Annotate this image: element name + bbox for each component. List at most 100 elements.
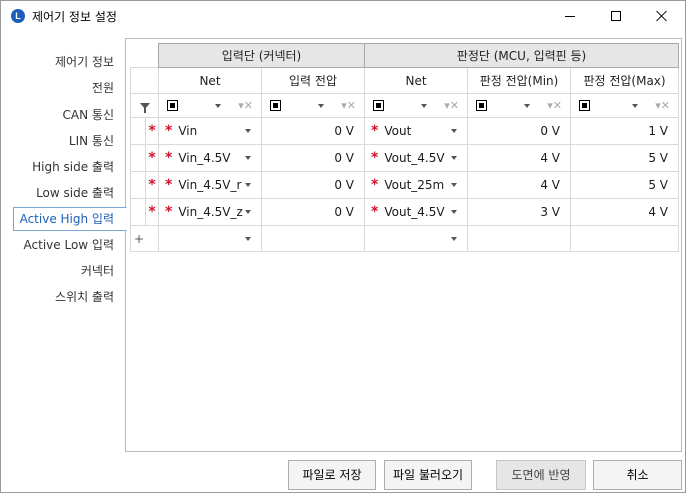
clear-filter-icon[interactable]: ▾✕: [547, 99, 563, 112]
input-voltage-cell[interactable]: 0 V: [260, 198, 366, 226]
row-indicator[interactable]: [130, 198, 146, 226]
filter-input-voltage[interactable]: ▾✕: [260, 93, 366, 118]
minimize-button[interactable]: [547, 1, 593, 31]
filter-net-out[interactable]: ▾✕: [364, 93, 469, 118]
maximize-icon: [611, 11, 621, 21]
filter-operator-icon[interactable]: [373, 100, 385, 111]
clear-filter-icon[interactable]: ▾✕: [655, 99, 671, 112]
new-row-judge-min[interactable]: [467, 225, 572, 252]
chevron-down-icon[interactable]: [451, 210, 458, 214]
net-in-cell[interactable]: * Vin_4.5V_r: [158, 171, 262, 199]
new-row-judge-max[interactable]: [570, 225, 680, 252]
column-header-net-in[interactable]: Net: [158, 67, 262, 94]
chevron-down-icon[interactable]: [421, 104, 428, 108]
sidebar-item-connector[interactable]: 커넥터: [80, 264, 114, 278]
sidebar-item-switch-output[interactable]: 스위치 출력: [54, 290, 114, 304]
judge-max-cell[interactable]: 5 V: [570, 144, 680, 172]
table-row[interactable]: * * Vin_4.5V_r 0 V * Vout_25m 4 V 5 V: [130, 171, 680, 199]
filter-row-icon-cell: [130, 93, 159, 118]
filter-operator-icon[interactable]: [270, 100, 281, 111]
sidebar-item-lin[interactable]: LIN 통신: [68, 134, 114, 148]
net-in-cell[interactable]: * Vin_4.5V: [158, 144, 262, 172]
net-in-cell[interactable]: * Vin: [158, 117, 262, 145]
net-out-cell[interactable]: * Vout_4.5V: [364, 198, 469, 226]
save-to-file-button[interactable]: 파일로 저장: [288, 460, 376, 490]
filter-judge-min[interactable]: ▾✕: [467, 93, 572, 118]
sidebar-item-high-side[interactable]: High side 출력: [32, 160, 114, 174]
table-row[interactable]: * * Vin_4.5V 0 V * Vout_4.5V 4 V 5 V: [130, 144, 680, 172]
judge-max-cell[interactable]: 4 V: [570, 198, 680, 226]
sidebar-item-active-low[interactable]: Active Low 입력: [23, 238, 114, 252]
chevron-down-icon[interactable]: [245, 237, 251, 241]
chevron-down-icon[interactable]: [524, 104, 531, 108]
filter-icon: [139, 103, 150, 113]
required-marker: *: [145, 198, 159, 226]
clear-filter-icon[interactable]: ▾✕: [341, 99, 357, 112]
judge-min-cell[interactable]: 3 V: [467, 198, 572, 226]
clear-filter-icon[interactable]: ▾✕: [238, 99, 253, 112]
group-header-input: 입력단 (커넥터): [157, 43, 366, 68]
row-indicator[interactable]: [130, 117, 146, 145]
group-header-spacer: [130, 43, 159, 68]
chevron-down-icon[interactable]: [451, 237, 458, 241]
chevron-down-icon[interactable]: [245, 156, 251, 160]
filter-operator-icon[interactable]: [476, 100, 488, 111]
group-header-judge: 판정단 (MCU, 입력핀 등): [364, 43, 680, 68]
sidebar-item-power[interactable]: 전원: [91, 81, 114, 95]
cancel-button[interactable]: 취소: [593, 460, 682, 490]
new-row-net-in[interactable]: [158, 225, 262, 252]
app-logo-icon: L: [11, 9, 25, 23]
input-voltage-cell[interactable]: 0 V: [260, 171, 366, 199]
close-icon: [656, 10, 668, 22]
io-table: 입력단 (커넥터) 판정단 (MCU, 입력핀 등) Net 입력 전압 Net…: [130, 43, 680, 252]
table-row[interactable]: * * Vin 0 V * Vout 0 V 1 V: [130, 117, 680, 145]
filter-judge-max[interactable]: ▾✕: [570, 93, 680, 118]
filter-operator-icon[interactable]: [167, 100, 178, 111]
input-voltage-cell[interactable]: 0 V: [260, 117, 366, 145]
new-row[interactable]: +: [130, 225, 680, 252]
sidebar-item-low-side[interactable]: Low side 출력: [36, 186, 114, 200]
new-row-net-out[interactable]: [364, 225, 469, 252]
judge-min-cell[interactable]: 4 V: [467, 171, 572, 199]
net-out-cell[interactable]: * Vout_4.5V: [364, 144, 469, 172]
sidebar-item-active-high[interactable]: Active High 입력: [13, 207, 127, 231]
new-row-input-voltage[interactable]: [260, 225, 366, 252]
chevron-down-icon[interactable]: [245, 210, 251, 214]
chevron-down-icon[interactable]: [451, 183, 458, 187]
column-header-net-out[interactable]: Net: [364, 67, 469, 94]
clear-filter-icon[interactable]: ▾✕: [444, 99, 460, 112]
chevron-down-icon[interactable]: [245, 129, 251, 133]
input-voltage-cell[interactable]: 0 V: [260, 144, 366, 172]
chevron-down-icon[interactable]: [632, 104, 639, 108]
close-button[interactable]: [639, 1, 685, 31]
chevron-down-icon[interactable]: [215, 104, 221, 108]
sidebar-item-controller-info[interactable]: 제어기 정보: [54, 55, 114, 69]
judge-min-cell[interactable]: 4 V: [467, 144, 572, 172]
column-header-judge-max[interactable]: 판정 전압(Max): [570, 67, 680, 94]
table-row[interactable]: * * Vin_4.5V_z 0 V * Vout_4.5V 3 V 4 V: [130, 198, 680, 226]
judge-min-cell[interactable]: 0 V: [467, 117, 572, 145]
chevron-down-icon[interactable]: [318, 104, 325, 108]
column-header-input-voltage[interactable]: 입력 전압: [260, 67, 366, 94]
load-file-button[interactable]: 파일 불러오기: [384, 460, 472, 490]
column-header-judge-min[interactable]: 판정 전압(Min): [467, 67, 572, 94]
chevron-down-icon[interactable]: [245, 183, 251, 187]
net-in-cell[interactable]: * Vin_4.5V_z: [158, 198, 262, 226]
filter-operator-icon[interactable]: [579, 100, 591, 111]
column-header-spacer: [130, 67, 159, 94]
net-out-cell[interactable]: * Vout_25m: [364, 171, 469, 199]
title-bar: L 제어기 정보 설정: [1, 1, 685, 31]
chevron-down-icon[interactable]: [451, 156, 458, 160]
row-indicator[interactable]: [130, 144, 146, 172]
judge-max-cell[interactable]: 1 V: [570, 117, 680, 145]
chevron-down-icon[interactable]: [451, 129, 458, 133]
net-out-cell[interactable]: * Vout: [364, 117, 469, 145]
judge-max-cell[interactable]: 5 V: [570, 171, 680, 199]
row-indicator[interactable]: [130, 171, 146, 199]
window-title: 제어기 정보 설정: [32, 10, 117, 24]
apply-to-drawing-button[interactable]: 도면에 반영: [496, 460, 586, 490]
sidebar-item-can[interactable]: CAN 통신: [62, 108, 114, 122]
content-panel: 입력단 (커넥터) 판정단 (MCU, 입력핀 등) Net 입력 전압 Net…: [125, 38, 682, 452]
filter-net-in[interactable]: ▾✕: [158, 93, 262, 118]
maximize-button[interactable]: [593, 1, 639, 31]
